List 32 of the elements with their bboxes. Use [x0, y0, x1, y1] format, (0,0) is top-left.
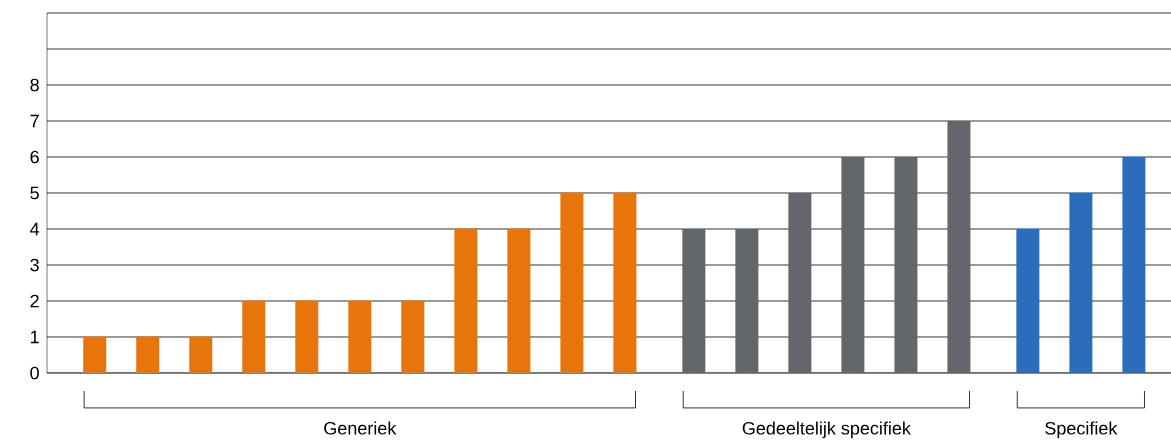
- bar: [682, 229, 706, 373]
- y-tick-label: 2: [30, 294, 39, 308]
- text: Specifiek: [1045, 421, 1118, 439]
- bar: [560, 193, 584, 373]
- bar: [507, 229, 531, 373]
- y-tick-label: 0: [30, 366, 39, 380]
- bar: [1122, 157, 1146, 373]
- y-tick-label: 8: [30, 78, 39, 92]
- bar: [189, 337, 213, 373]
- bar: [242, 301, 266, 373]
- bar: [894, 157, 918, 373]
- y-tick-label: 6: [30, 150, 39, 164]
- bar: [1016, 229, 1040, 373]
- y-tick-label: 7: [30, 114, 39, 128]
- bar: [947, 121, 971, 373]
- bar: [401, 301, 425, 373]
- bar: [136, 337, 160, 373]
- bar: [454, 229, 478, 373]
- bar: [841, 157, 865, 373]
- y-tick-label: 3: [30, 258, 39, 272]
- bar: [735, 229, 759, 373]
- bar: [613, 193, 637, 373]
- text: Gedeeltelijk specifiek: [742, 421, 911, 439]
- y-tick-label: 4: [30, 222, 40, 236]
- bar: [788, 193, 812, 373]
- y-tick-label: 5: [30, 186, 39, 200]
- bar: [1069, 193, 1093, 373]
- bar: [295, 301, 319, 373]
- text: Generiek: [324, 421, 397, 435]
- y-tick-label: 1: [31, 330, 39, 344]
- bar: [83, 337, 107, 373]
- bar: [348, 301, 372, 373]
